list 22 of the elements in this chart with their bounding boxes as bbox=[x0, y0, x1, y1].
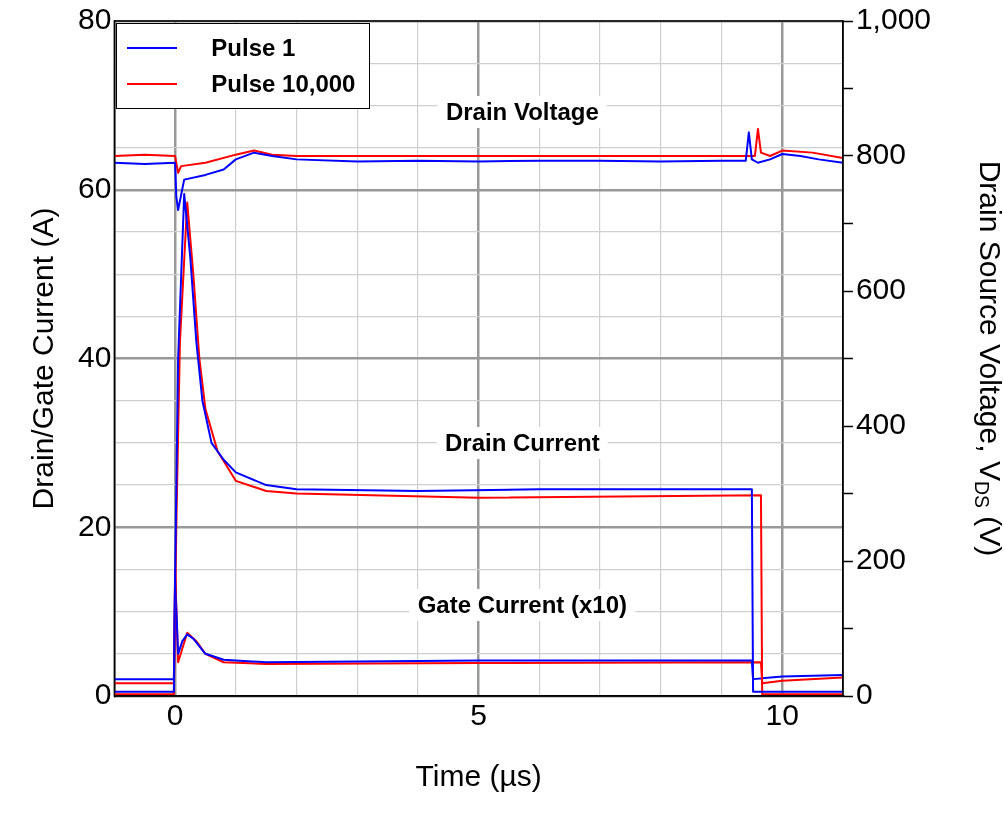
x-tick-label: 5 bbox=[470, 698, 487, 732]
x-tick-label: 0 bbox=[166, 698, 184, 732]
x-tick-label: 10 bbox=[765, 698, 799, 732]
y2-tick-label: 800 bbox=[855, 137, 906, 171]
y-axis-title: Drain/Gate Current (A) bbox=[26, 207, 60, 510]
y-tick-label: 60 bbox=[77, 171, 112, 205]
y2-tick-label: 1,000 bbox=[855, 2, 931, 36]
annotation: Gate Current (x10) bbox=[409, 588, 636, 621]
y-tick-label: 80 bbox=[77, 2, 112, 36]
y2-tick-label: 0 bbox=[855, 677, 873, 711]
legend-label: Pulse 10,000 bbox=[211, 70, 356, 98]
y2-tick-label: 600 bbox=[855, 272, 906, 306]
y2-tick-label: 200 bbox=[855, 542, 906, 576]
legend-label: Pulse 1 bbox=[211, 34, 296, 62]
annotation: Drain Voltage bbox=[437, 96, 607, 129]
y2-tick-label: 400 bbox=[855, 407, 906, 441]
annotation: Drain Current bbox=[437, 426, 608, 459]
x-axis-title: Time (µs) bbox=[415, 759, 542, 793]
y-tick-label: 0 bbox=[94, 677, 112, 711]
y2-axis-title: Drain Source Voltage, VDS (V) bbox=[971, 160, 1004, 557]
y-tick-label: 20 bbox=[77, 508, 112, 542]
y-tick-label: 40 bbox=[77, 339, 112, 373]
